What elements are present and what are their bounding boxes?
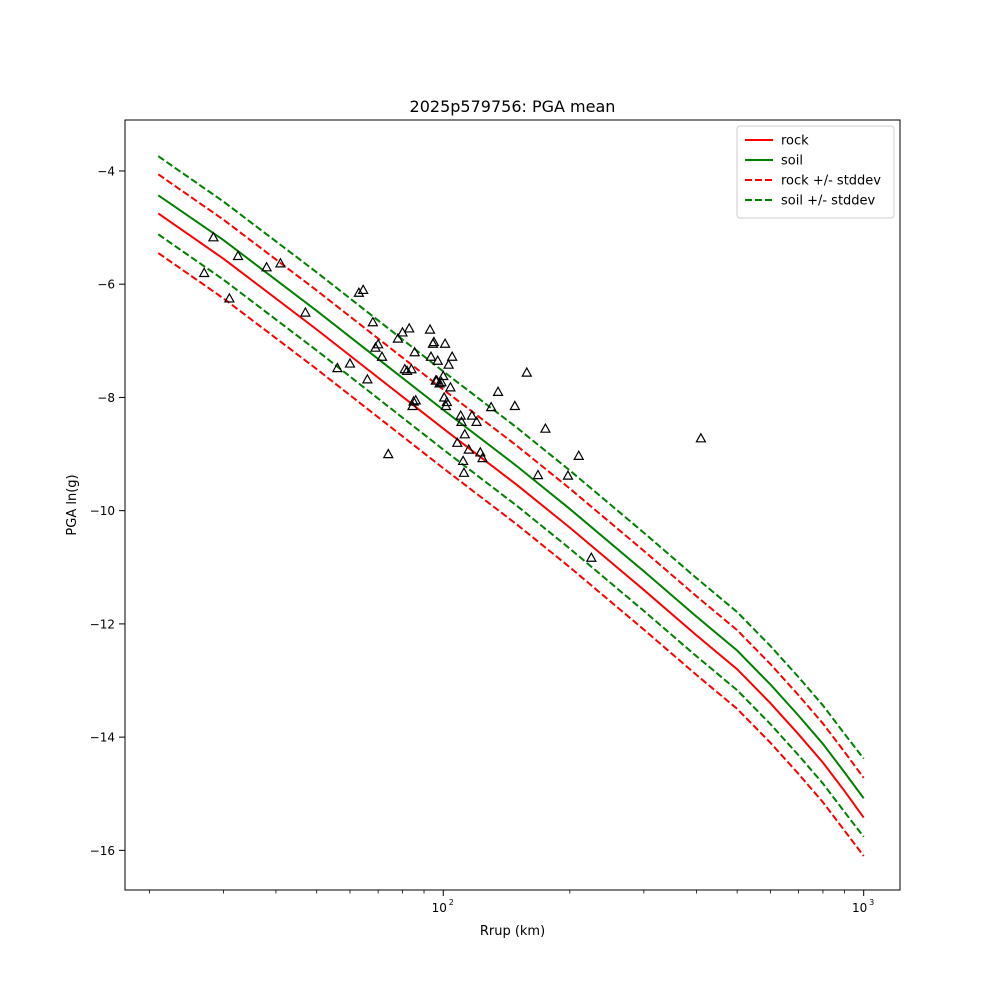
data-point (439, 337, 451, 348)
data-point (392, 332, 404, 343)
legend-label-soil-pm-stddev: soil +/- stddev (781, 194, 876, 209)
legend-label-rock: rock (781, 134, 809, 149)
data-point (424, 323, 436, 334)
axes-frame (124, 119, 901, 891)
data-point (299, 306, 311, 317)
data-point (274, 257, 286, 268)
data-point (521, 366, 533, 377)
data-point (458, 466, 470, 477)
data-point (408, 395, 420, 406)
data-point (457, 455, 469, 466)
data-point (443, 358, 455, 369)
data-point (485, 401, 497, 412)
y-axis-ticks: −4 −6 −8 −10 −12 −14 −16 (90, 164, 125, 858)
data-point (361, 373, 373, 384)
y-axis-label: PGA ln(g) (65, 474, 80, 535)
data-point (207, 231, 219, 242)
data-point (466, 409, 478, 420)
data-point (399, 363, 411, 374)
y-tick-label: −10 (90, 504, 115, 518)
curve-soil (157, 194, 865, 799)
data-point (409, 346, 421, 357)
curve-rock-minus-stddev (157, 252, 865, 857)
data-point (459, 428, 471, 439)
data-point (357, 284, 369, 295)
y-tick-label: −14 (90, 731, 115, 745)
legend: rock soil rock +/- stddev soil +/- stddev (736, 125, 895, 219)
data-point (372, 338, 384, 349)
data-point (331, 362, 343, 373)
data-point (585, 551, 597, 562)
data-point (410, 394, 422, 405)
chart-title: 2025p579756: PGA mean (410, 97, 616, 116)
plot-area (157, 155, 865, 857)
data-point (446, 350, 458, 361)
data-point (477, 452, 489, 463)
curve-soil-minus-stddev (157, 233, 865, 838)
y-tick-label: −8 (97, 391, 115, 405)
x-tick-exponent: 3 (869, 898, 874, 907)
data-point (435, 376, 447, 387)
x-tick-label: 10 (432, 901, 447, 915)
data-point (261, 261, 273, 272)
data-point (463, 443, 475, 454)
data-point (344, 357, 356, 368)
data-point (441, 396, 453, 407)
data-point (455, 416, 468, 426)
data-point (474, 446, 486, 457)
data-point (695, 432, 707, 443)
data-point (562, 469, 574, 480)
data-point (376, 350, 388, 361)
legend-label-rock-pm-stddev: rock +/- stddev (781, 174, 881, 189)
y-tick-label: −16 (90, 844, 115, 858)
data-point (492, 386, 504, 396)
curves-layer (157, 155, 865, 857)
data-point (573, 450, 585, 460)
legend-label-soil: soil (781, 154, 803, 169)
data-point (198, 267, 210, 278)
data-point (444, 381, 456, 392)
data-point (232, 250, 244, 261)
data-point (437, 370, 449, 381)
data-point (532, 469, 544, 480)
data-point (509, 400, 521, 411)
curve-rock (157, 212, 865, 819)
data-point (471, 416, 483, 426)
curve-soil-plus-stddev (157, 155, 865, 760)
data-point (539, 422, 551, 433)
data-point (382, 448, 394, 459)
x-axis-label: Rrup (km) (480, 924, 545, 939)
y-tick-label: −12 (90, 617, 115, 631)
data-point (425, 350, 437, 361)
data-point (369, 341, 382, 352)
data-point (405, 363, 417, 374)
data-point (353, 286, 365, 297)
data-point (403, 322, 415, 333)
observations-layer (198, 231, 707, 562)
x-tick-label: 10 (852, 901, 867, 915)
data-point (223, 292, 235, 303)
data-point (434, 377, 446, 388)
x-axis-ticks: 10 2 10 3 (148, 890, 874, 915)
data-point (401, 365, 413, 376)
y-tick-label: −4 (97, 164, 115, 178)
data-point (428, 336, 440, 347)
x-tick-exponent: 2 (449, 898, 454, 907)
curve-rock-plus-stddev (157, 173, 865, 779)
data-point (451, 436, 463, 447)
data-point (367, 316, 379, 327)
y-tick-label: −6 (97, 278, 115, 292)
legend-box (736, 125, 895, 219)
data-point (432, 354, 444, 365)
data-point (438, 391, 450, 402)
